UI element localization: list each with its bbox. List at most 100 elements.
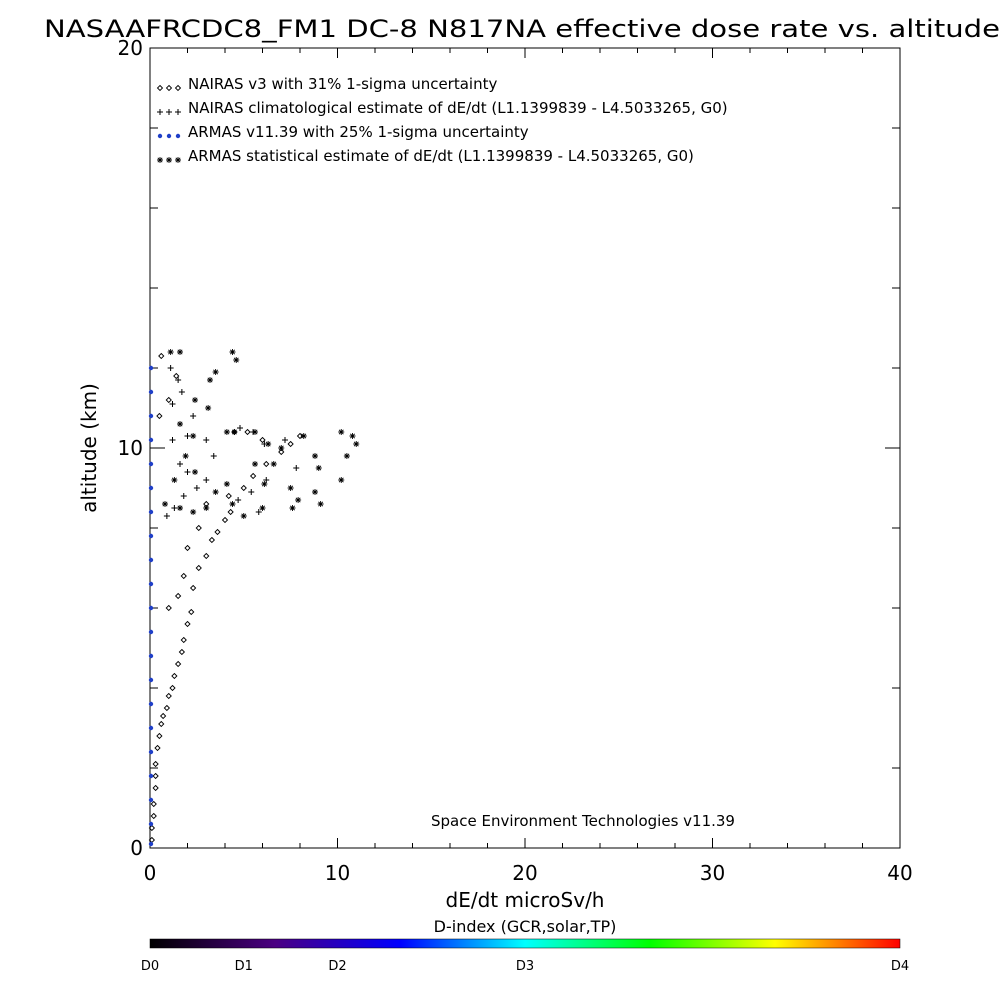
data-point	[195, 524, 202, 532]
data-point	[252, 429, 258, 435]
y-tick-label: 20	[118, 36, 143, 60]
chart-title: NASAAFRCDC8_FM1 DC-8 N817NA effective do…	[44, 15, 1000, 43]
data-point	[150, 800, 157, 808]
x-tick-label: 10	[325, 861, 350, 885]
legend-symbol	[157, 157, 163, 163]
data-point	[240, 513, 247, 519]
legend-label: ARMAS v11.39 with 25% 1-sigma uncertaint…	[188, 123, 529, 141]
legend-item: ARMAS v11.39 with 25% 1-sigma uncertaint…	[157, 123, 529, 141]
data-point	[177, 421, 183, 427]
data-point	[177, 505, 183, 511]
data-point	[148, 841, 154, 847]
data-point	[255, 509, 262, 515]
series-diamond	[148, 352, 304, 844]
data-point	[317, 501, 324, 507]
data-point	[240, 484, 247, 492]
data-point	[231, 429, 238, 435]
axis-ticks	[149, 47, 901, 849]
data-point	[148, 821, 154, 827]
data-point	[165, 604, 172, 612]
data-point	[159, 712, 167, 720]
data-point	[208, 536, 216, 544]
data-point	[148, 653, 154, 659]
data-point	[190, 509, 197, 515]
data-point	[190, 413, 197, 419]
data-point	[203, 552, 210, 560]
data-point	[295, 497, 302, 503]
legend-symbol	[175, 157, 181, 163]
data-point	[148, 557, 154, 563]
data-point	[203, 437, 210, 443]
legend-item: NAIRAS v3 with 31% 1-sigma uncertainty	[156, 75, 497, 93]
data-point	[158, 352, 165, 360]
data-point	[148, 749, 154, 755]
data-point	[249, 472, 257, 480]
legend-item: NAIRAS climatological estimate of dE/dt …	[157, 99, 728, 117]
data-point	[223, 429, 230, 435]
legend-symbol	[156, 84, 164, 92]
legend-symbol	[157, 109, 163, 115]
data-point	[182, 453, 189, 459]
data-point	[214, 528, 221, 536]
data-point	[293, 465, 300, 471]
data-point	[205, 405, 212, 411]
data-point	[287, 440, 294, 448]
y-tick-label: 0	[130, 836, 143, 860]
data-point	[165, 692, 172, 700]
data-point	[265, 441, 272, 447]
data-point	[163, 704, 171, 712]
data-point	[174, 592, 182, 600]
data-point	[227, 508, 234, 516]
data-point	[148, 605, 154, 611]
data-point	[184, 544, 191, 552]
data-point	[237, 425, 243, 431]
legend-symbol	[166, 157, 172, 163]
data-point	[148, 461, 154, 467]
data-point	[203, 505, 210, 511]
data-point	[282, 437, 288, 443]
data-point	[171, 477, 178, 483]
legend-item: ARMAS statistical estimate of dE/dt (L1.…	[157, 147, 694, 165]
data-point	[188, 608, 195, 616]
data-point	[233, 357, 240, 363]
data-point	[270, 461, 277, 467]
data-point	[152, 784, 159, 792]
y-axis-label: altitude (km)	[77, 383, 101, 513]
colorbar-title: D-index (GCR,solar,TP)	[434, 917, 617, 936]
data-point	[148, 389, 154, 395]
data-point	[148, 701, 154, 707]
series-dot	[148, 365, 154, 847]
data-point	[169, 437, 176, 443]
data-point	[148, 413, 154, 419]
data-point	[156, 412, 163, 420]
data-point	[225, 492, 232, 500]
data-point	[259, 505, 266, 511]
data-point	[203, 477, 210, 483]
data-point	[177, 349, 183, 355]
data-point	[173, 372, 180, 380]
x-tick-label: 20	[512, 861, 537, 885]
data-point	[148, 773, 154, 779]
data-point	[212, 489, 219, 495]
data-point	[148, 437, 154, 443]
data-point	[156, 732, 163, 740]
legend-symbol	[157, 133, 163, 139]
data-point	[178, 389, 185, 395]
data-point	[261, 481, 268, 487]
y-tick-label: 10	[118, 436, 143, 460]
data-point	[165, 396, 172, 404]
data-point	[169, 401, 176, 407]
plot-frame	[149, 47, 901, 849]
x-tick-label: 30	[700, 861, 725, 885]
data-point	[287, 485, 294, 491]
data-point	[312, 489, 318, 495]
data-point	[148, 485, 154, 491]
data-point	[192, 397, 198, 403]
data-point	[152, 760, 159, 768]
legend-label: NAIRAS v3 with 31% 1-sigma uncertainty	[188, 75, 497, 93]
series-plus	[163, 365, 300, 519]
colorbar-label: D0	[141, 959, 159, 974]
data-point	[162, 501, 168, 507]
data-point	[193, 485, 200, 491]
data-point	[167, 349, 174, 355]
